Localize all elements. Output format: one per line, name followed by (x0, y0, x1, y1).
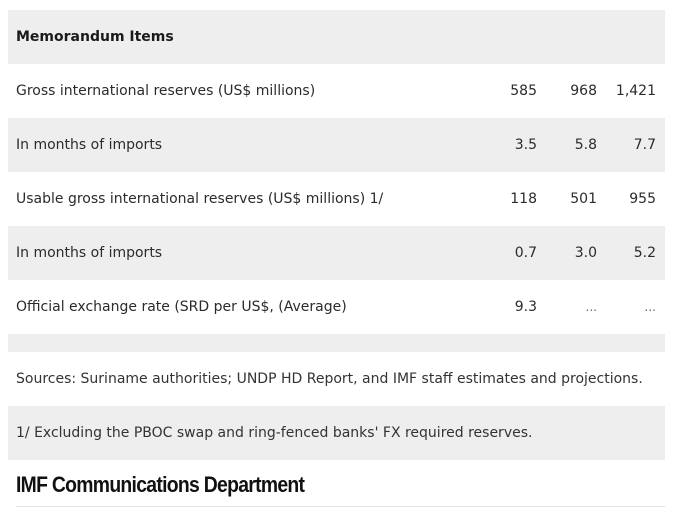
spacer-row (8, 334, 665, 352)
section-header: Memorandum Items (16, 29, 174, 45)
table-row: Gross international reserves (US$ millio… (8, 64, 665, 118)
sources-row: Sources: Suriname authorities; UNDP HD R… (8, 352, 665, 406)
footnote: 1/ Excluding the PBOC swap and ring-fenc… (16, 425, 533, 441)
row-value: 1,421 (615, 83, 656, 99)
row-value: 118 (510, 191, 537, 207)
row-value: 955 (629, 191, 656, 207)
table-row: Usable gross international reserves (US$… (8, 172, 665, 226)
table-row: In months of imports 3.5 5.8 7.7 (8, 118, 665, 172)
row-value: 3.0 (574, 245, 597, 261)
footnote-row: 1/ Excluding the PBOC swap and ring-fenc… (8, 406, 665, 460)
row-label: In months of imports (16, 137, 163, 153)
row-value: 5.2 (633, 245, 656, 261)
row-value: 7.7 (633, 137, 656, 153)
row-value: 0.7 (514, 245, 537, 261)
row-label: In months of imports (16, 245, 163, 261)
row-label: Gross international reserves (US$ millio… (16, 83, 316, 99)
row-value: 501 (570, 191, 597, 207)
row-value: 968 (570, 83, 597, 99)
table-row: Official exchange rate (SRD per US$, (Av… (8, 280, 665, 334)
row-value: 9.3 (514, 299, 537, 315)
footer-divider (16, 506, 665, 507)
row-value-missing: ... (644, 300, 656, 314)
footer-title: IMF Communications Department (16, 472, 305, 497)
row-value: 3.5 (514, 137, 537, 153)
memorandum-table: Memorandum Items Gross international res… (8, 10, 665, 460)
row-value-missing: ... (585, 300, 597, 314)
section-header-row: Memorandum Items (8, 10, 665, 64)
sources-note: Sources: Suriname authorities; UNDP HD R… (16, 371, 643, 387)
row-label: Usable gross international reserves (US$… (16, 191, 384, 207)
row-label: Official exchange rate (SRD per US$, (Av… (16, 299, 347, 315)
row-value: 5.8 (574, 137, 597, 153)
row-value: 585 (510, 83, 537, 99)
table-row: In months of imports 0.7 3.0 5.2 (8, 226, 665, 280)
